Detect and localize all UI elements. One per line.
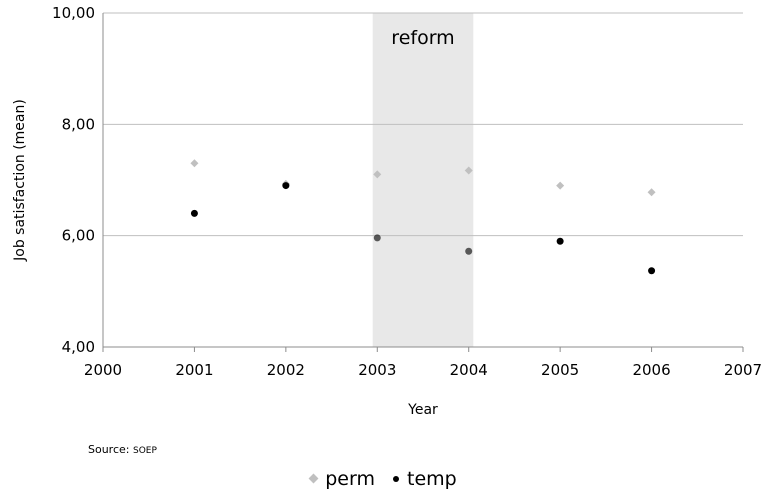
gridlines — [103, 12, 743, 237]
x-tick-label: 2006 — [632, 361, 670, 379]
axes — [102, 13, 744, 352]
point-perm — [556, 181, 565, 190]
y-tick-labels: 4,00 6,00 8,00 10,00 — [52, 4, 95, 356]
x-tick-label: 2005 — [541, 361, 579, 379]
y-tick-label: 10,00 — [52, 4, 95, 22]
legend-label-temp: temp — [407, 468, 457, 490]
point-perm — [464, 166, 473, 175]
diamond-marker-icon — [308, 473, 319, 484]
point-perm — [647, 188, 656, 197]
y-tick-label: 4,00 — [62, 338, 95, 356]
x-tick-label: 2002 — [267, 361, 305, 379]
x-axis-title: Year — [407, 402, 438, 418]
legend-item-perm: perm — [308, 468, 375, 490]
x-tick-labels: 2000 2001 2002 2003 2004 2005 2006 2007 — [84, 361, 762, 379]
reform-label: reform — [391, 27, 454, 49]
point-temp — [648, 267, 656, 275]
y-axis-title: Job satisfaction (mean) — [12, 99, 28, 262]
legend-item-temp: temp — [393, 468, 457, 490]
point-temp — [282, 182, 290, 190]
legend-label-perm: perm — [325, 468, 375, 490]
shaded-reform-region — [372, 13, 474, 347]
y-tick-label: 8,00 — [62, 115, 95, 133]
point-temp — [556, 237, 564, 245]
point-perm — [373, 170, 382, 179]
source-note: Source: SOEP — [88, 443, 157, 456]
x-tick-label: 2004 — [450, 361, 488, 379]
legend: perm temp — [0, 468, 767, 490]
x-tick-label: 2007 — [724, 361, 762, 379]
x-tick-label: 2000 — [84, 361, 122, 379]
source-name: SOEP — [132, 446, 157, 456]
data-points — [190, 159, 656, 275]
point-temp — [373, 234, 381, 242]
point-temp — [465, 247, 473, 255]
y-tick-label: 6,00 — [62, 227, 95, 245]
dot-marker-icon — [393, 475, 400, 482]
point-perm — [190, 159, 199, 168]
x-tick-label: 2001 — [175, 361, 213, 379]
point-temp — [190, 209, 198, 217]
source-prefix: Source: — [88, 443, 133, 456]
x-tick-label: 2003 — [358, 361, 396, 379]
